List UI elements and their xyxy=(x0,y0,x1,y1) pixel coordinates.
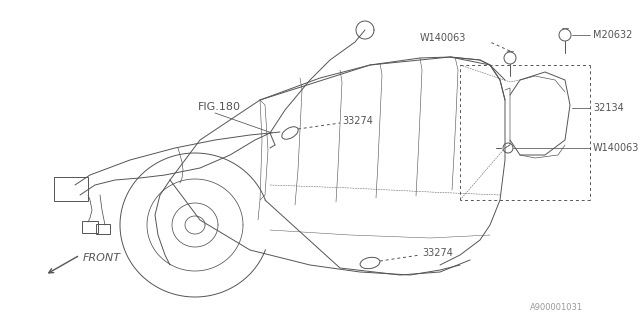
Text: 33274: 33274 xyxy=(422,248,453,258)
Text: A900001031: A900001031 xyxy=(530,303,583,313)
Text: W140063: W140063 xyxy=(593,143,639,153)
Text: 32134: 32134 xyxy=(593,103,624,113)
Text: FIG.180: FIG.180 xyxy=(198,102,241,112)
Text: M20632: M20632 xyxy=(593,30,632,40)
Text: W140063: W140063 xyxy=(420,33,467,43)
Text: FRONT: FRONT xyxy=(83,253,121,263)
Text: 33274: 33274 xyxy=(342,116,373,126)
